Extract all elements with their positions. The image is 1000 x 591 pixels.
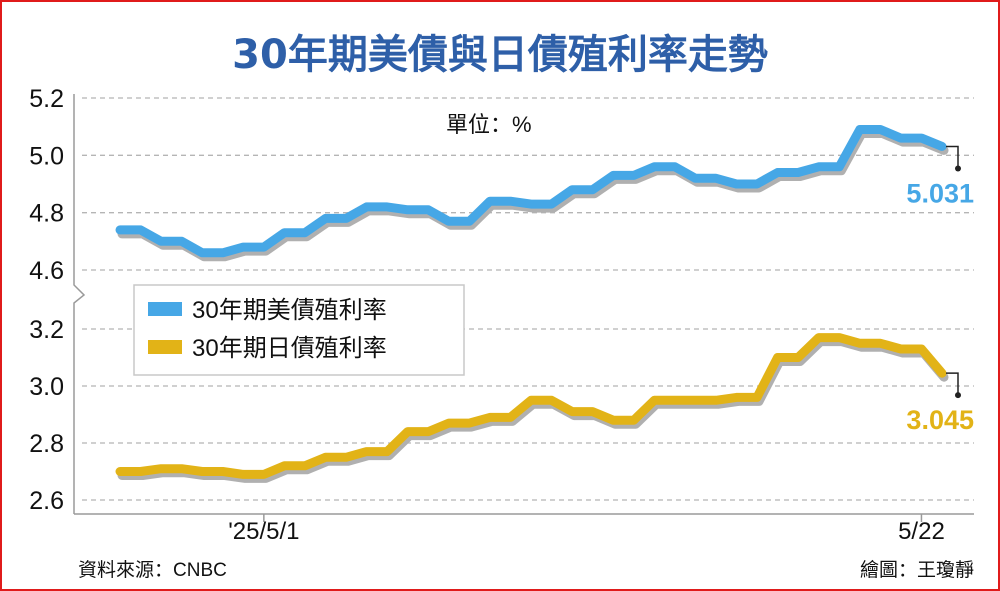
legend-label-us: 30年期美債殖利率 — [192, 297, 387, 324]
y-tick-labels: 4.6 4.8 5.0 5.2 2.6 2.8 3.0 3.2 — [29, 85, 64, 515]
x-tick-label-0: '25/5/1 — [228, 518, 299, 545]
legend-box — [133, 284, 465, 376]
legend: 30年期美債殖利率 30年期日債殖利率 — [133, 284, 465, 376]
x-tick-labels: '25/5/1 5/22 — [228, 514, 945, 545]
unit-label: 單位：% — [446, 112, 532, 137]
y-tick-upper-0: 4.6 — [29, 257, 64, 285]
x-tick-label-1: 5/22 — [898, 518, 945, 545]
y-tick-upper-1: 4.8 — [29, 200, 64, 228]
end-value-label-1: 3.045 — [906, 405, 974, 435]
end-dot-0 — [955, 165, 961, 172]
series-line-0 — [115, 125, 947, 258]
end-dot-1 — [955, 392, 961, 399]
end-bracket-1 — [946, 372, 959, 396]
y-tick-lower-2: 3.0 — [29, 373, 64, 401]
legend-label-jp: 30年期日債殖利率 — [192, 335, 387, 362]
series-shadow-0 — [117, 129, 949, 262]
y-tick-upper-3: 5.2 — [29, 85, 64, 113]
y-tick-upper-2: 5.0 — [29, 142, 64, 170]
end-value-markers: 5.031 3.045 — [906, 145, 974, 435]
y-tick-lower-1: 2.8 — [29, 430, 64, 458]
series-line-1 — [115, 333, 947, 479]
y-tick-lower-0: 2.6 — [29, 487, 64, 515]
gridlines — [82, 97, 974, 501]
axes — [73, 94, 974, 515]
source-note: 資料來源：CNBC — [78, 559, 227, 581]
end-value-label-0: 5.031 — [906, 178, 974, 208]
y-axis-line — [73, 94, 86, 514]
series-lines — [115, 125, 949, 483]
credit-note: 繪圖：王瓊靜 — [860, 559, 974, 581]
legend-swatch-us — [148, 302, 182, 316]
y-tick-lower-3: 3.2 — [29, 316, 64, 344]
legend-swatch-jp — [148, 340, 182, 354]
chart-title: 30年期美債與日債殖利率走勢 — [232, 32, 768, 78]
end-bracket-0 — [946, 145, 959, 169]
